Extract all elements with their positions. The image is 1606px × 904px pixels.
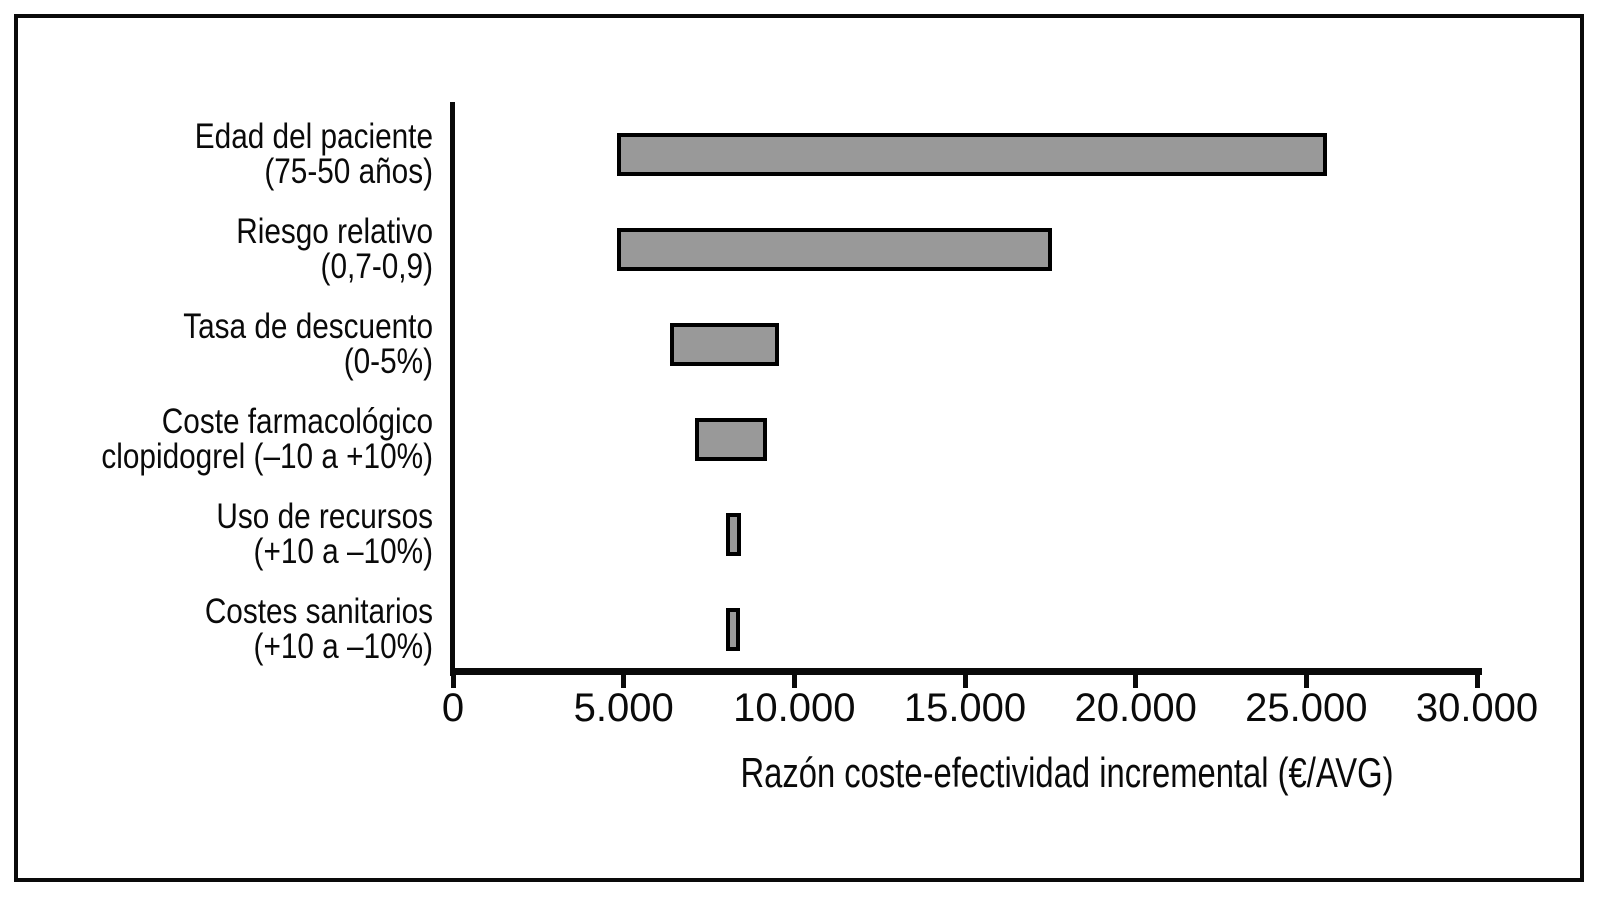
category-label-line: clopidogrel (–10 a +10%) (101, 437, 434, 476)
x-tick-label: 5.000 (573, 686, 674, 730)
category-label-riesgo-relativo: Riesgo relativo (0,7-0,9) (76, 214, 433, 284)
category-label-costes-sanitarios: Costes sanitarios (+10 a –10%) (76, 594, 433, 664)
x-tick-label: 15.000 (903, 686, 1027, 730)
x-tick-mark (791, 675, 797, 688)
category-label-line: (+10 a –10%) (253, 532, 433, 571)
category-label-coste-farmacologico: Coste farmacológico clopidogrel (–10 a +1… (76, 404, 433, 474)
category-label-line: (0,7-0,9) (320, 247, 433, 286)
category-label-line: (0-5%) (343, 342, 433, 381)
x-tick-label: 25.000 (1245, 686, 1368, 730)
category-label-line: (75-50 años) (264, 152, 433, 191)
category-label-uso-de-recursos: Uso de recursos (+10 a –10%) (76, 499, 433, 569)
category-label-edad-del-paciente: Edad del paciente (75-50 años) (76, 119, 433, 189)
category-label-line: Riesgo relativo (236, 212, 433, 251)
x-tick-label: 0 (441, 686, 465, 730)
bar-edad-del-paciente (616, 132, 1327, 176)
x-tick-mark (1474, 675, 1480, 688)
bar-costes-sanitarios (726, 607, 741, 651)
figure-frame-border (14, 14, 1584, 882)
category-label-line: Costes sanitarios (204, 592, 433, 631)
category-label-line: Uso de recursos (216, 497, 433, 536)
x-tick-label: 20.000 (1074, 686, 1197, 730)
category-label-line: Tasa de descuento (183, 307, 433, 346)
x-tick-label: 30.000 (1415, 686, 1539, 730)
category-label-line: (+10 a –10%) (253, 627, 433, 666)
bar-tasa-de-descuento (669, 322, 779, 366)
bar-uso-de-recursos (726, 512, 742, 556)
category-label-line: Coste farmacológico (161, 402, 433, 441)
x-tick-mark (1303, 675, 1309, 688)
bar-riesgo-relativo (616, 227, 1052, 271)
x-axis-title: Razón coste-efectividad incremental (€/A… (740, 749, 1394, 796)
x-tick-label: 10.000 (733, 686, 856, 730)
x-tick-mark (962, 675, 968, 688)
bar-coste-farmacologico (695, 417, 767, 461)
x-tick-mark (1133, 675, 1139, 688)
x-tick-mark (450, 675, 456, 688)
x-axis-line (450, 668, 1482, 675)
y-axis-line (450, 102, 455, 676)
category-label-tasa-de-descuento: Tasa de descuento (0-5%) (76, 309, 433, 379)
x-tick-mark (621, 675, 627, 688)
category-label-line: Edad del paciente (194, 117, 433, 156)
